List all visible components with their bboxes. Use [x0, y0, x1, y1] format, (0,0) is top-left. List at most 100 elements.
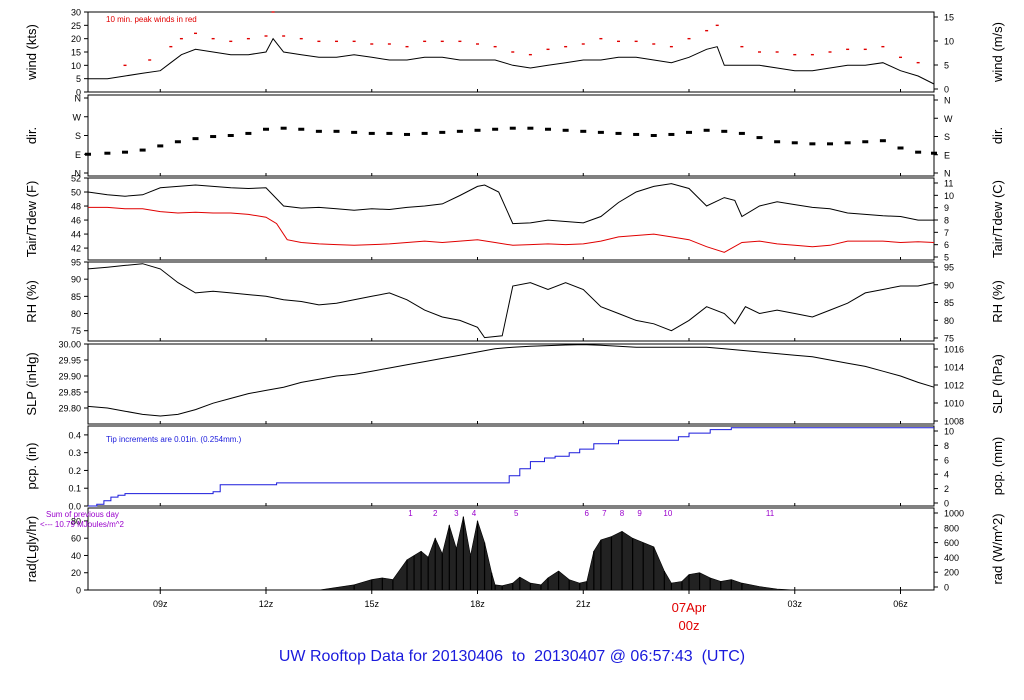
hour-marker-label: 1 — [408, 509, 413, 518]
peak-wind-point — [705, 29, 709, 32]
y-tick-label-left: 42 — [71, 244, 81, 254]
hour-marker-label: 4 — [472, 509, 477, 518]
wind-direction-point — [545, 127, 552, 131]
y-tick-label-right: 6 — [944, 240, 949, 250]
wind-direction-point — [774, 140, 781, 144]
radiation-sum-label: Sum of previous day — [46, 510, 119, 519]
wind-direction-point — [456, 129, 463, 133]
y-tick-label-left: 5 — [76, 74, 81, 84]
panel-frame — [87, 425, 935, 507]
y-tick-label-right: 90 — [944, 280, 954, 290]
panel-frame — [87, 343, 935, 425]
wind-direction-point — [879, 139, 886, 143]
wind-direction-point — [104, 151, 111, 155]
peak-wind-point — [352, 40, 356, 43]
y-tick-label-right: 10 — [944, 427, 954, 437]
y-tick-label-left: 52 — [71, 174, 81, 184]
y-tick-label-left: 0.4 — [68, 430, 81, 440]
wind-direction-point — [298, 127, 305, 131]
peak-wind-point — [123, 64, 127, 67]
y-tick-label-right: 1000 — [944, 509, 964, 519]
peak-wind-point — [881, 45, 885, 48]
wind-direction-point — [650, 134, 657, 137]
y-axis-label-right: SLP (hPa) — [990, 354, 1005, 414]
y-tick-label-left: 48 — [71, 202, 81, 212]
peak-wind-point — [423, 40, 427, 43]
y-tick-label-left: 15 — [71, 48, 81, 58]
wind-direction-point — [351, 130, 358, 134]
y-tick-label-left: 20 — [71, 568, 81, 578]
hour-marker-label: 8 — [620, 509, 625, 518]
tip-increment-annotation: Tip increments are 0.01in. (0.254mm.) — [106, 435, 242, 444]
peak-wind-point — [669, 45, 673, 48]
peak-wind-point — [828, 51, 832, 53]
peak-wind-point — [846, 48, 850, 51]
wind-direction-point — [597, 130, 604, 134]
peak-wind-point — [810, 53, 814, 56]
x-tick-label: 21z — [576, 599, 591, 609]
series-solar-radiation — [318, 516, 795, 591]
wind-direction-point — [263, 127, 270, 131]
x-tick-label: 15z — [365, 599, 380, 609]
y-tick-label-right: 2 — [944, 484, 949, 494]
y-tick-label-left: E — [75, 150, 81, 160]
wind-direction-point — [527, 126, 534, 130]
y-tick-label-left: 44 — [71, 230, 81, 240]
y-tick-label-left: 29.95 — [58, 356, 81, 366]
wind-direction-point — [791, 141, 798, 145]
y-tick-label-left: 85 — [71, 292, 81, 302]
y-axis-label-left: rad(Lgly/hr) — [24, 516, 39, 582]
peak-wind-point — [440, 40, 444, 43]
peak-wind-point — [528, 53, 532, 56]
series-sea-level-pressure — [87, 344, 935, 417]
y-tick-label-left: 30.00 — [58, 340, 81, 350]
y-tick-label-left: 40 — [71, 551, 81, 561]
x-tick-label: 06z — [893, 599, 908, 609]
y-tick-label-right: 200 — [944, 568, 959, 578]
series-precipitation — [88, 427, 934, 507]
wind-direction-point — [915, 150, 922, 154]
series-relative-humidity — [87, 263, 935, 339]
wind-direction-point — [368, 131, 375, 135]
x-tick-label: 03z — [788, 599, 803, 609]
panel-temp: 42 44 46 48 50 52 5 6 7 8 9 10 11 Tair/Tdew (F) Tair/T… — [24, 174, 1005, 263]
wind-direction-point — [844, 141, 851, 145]
y-tick-label-right: 8 — [944, 216, 949, 226]
wind-direction-point — [474, 128, 481, 132]
day-label-date: 07Apr — [672, 600, 707, 615]
peak-wind-point — [246, 37, 250, 40]
peak-wind-point — [899, 56, 903, 59]
y-axis-label-right: dir. — [990, 127, 1005, 144]
peak-wind-point — [317, 40, 321, 43]
y-tick-label-right: 0 — [944, 499, 949, 509]
peak-wind-point — [758, 51, 762, 53]
wind-direction-point — [738, 131, 745, 135]
y-tick-label-right: 15 — [944, 13, 954, 23]
y-tick-label-left: 0.3 — [68, 448, 81, 458]
y-tick-label-right: N — [944, 169, 951, 179]
peak-wind-point — [634, 40, 638, 43]
peak-wind-point — [370, 43, 374, 45]
wind-direction-point — [562, 128, 569, 132]
y-tick-label-right: 9 — [944, 203, 949, 213]
wind-direction-point — [756, 136, 763, 140]
peak-wind-point — [405, 45, 409, 48]
y-axis-label-left: pcp. (in) — [24, 443, 39, 490]
panel-slp: 29.80 29.85 29.90 29.95 30.00 1008 1010 1012 101… — [24, 340, 1005, 427]
y-tick-label-right: 80 — [944, 316, 954, 326]
peak-wind-point — [387, 43, 391, 45]
panel-wind: 0 5 10 15 20 25 30 0 5 10 15 wind (kts) wind (m/s) 10… — [24, 8, 1005, 98]
y-tick-label-right: 800 — [944, 523, 959, 533]
y-tick-label-right: 4 — [944, 470, 949, 480]
wind-direction-point — [245, 131, 252, 135]
wind-direction-point — [862, 140, 869, 144]
wind-direction-point — [580, 129, 587, 133]
y-axis-label-left: RH (%) — [24, 280, 39, 323]
wind-direction-point — [897, 146, 904, 150]
peak-wind-point — [652, 43, 656, 45]
wind-direction-point — [615, 131, 622, 135]
y-tick-label-right: 5 — [944, 253, 949, 263]
wind-direction-point — [721, 129, 728, 133]
wind-direction-point — [404, 132, 411, 136]
